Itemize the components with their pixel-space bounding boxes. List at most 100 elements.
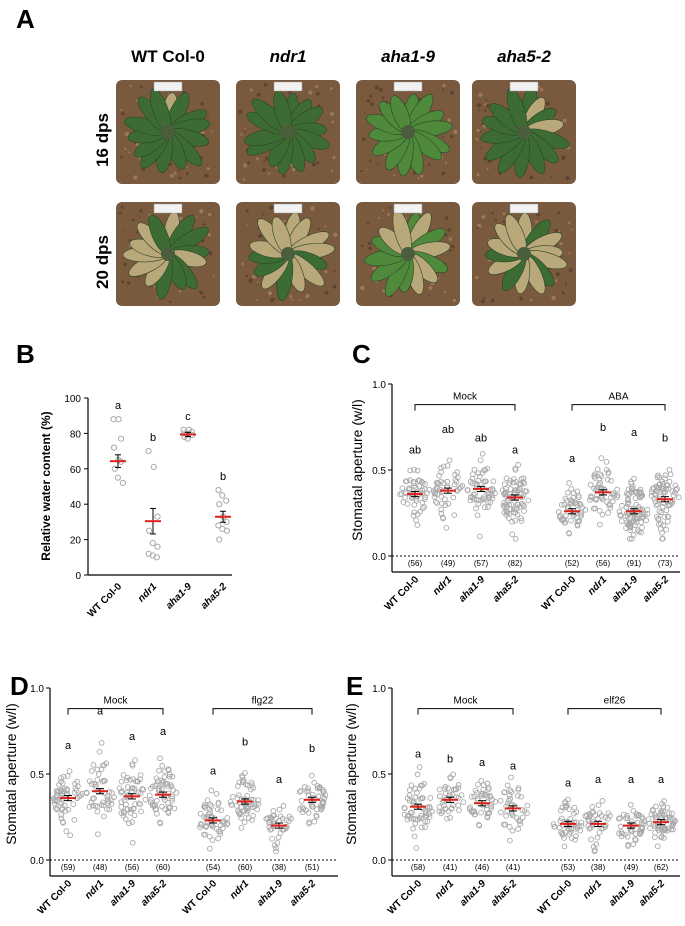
data-point bbox=[171, 805, 178, 812]
data-point bbox=[71, 817, 78, 823]
data-point bbox=[439, 500, 445, 507]
data-point bbox=[556, 824, 563, 831]
data-point bbox=[406, 485, 413, 492]
data-point bbox=[501, 789, 508, 796]
data-point bbox=[558, 502, 565, 508]
data-point bbox=[492, 490, 498, 497]
soil-grain bbox=[555, 272, 560, 277]
data-point bbox=[664, 814, 670, 821]
data-point bbox=[197, 824, 203, 831]
sample-size: (56) bbox=[596, 559, 611, 568]
x-tick-label: ndr1 bbox=[431, 574, 454, 597]
soil-grain bbox=[156, 296, 159, 299]
data-point bbox=[263, 815, 270, 822]
soil-grain bbox=[536, 212, 541, 217]
data-point bbox=[635, 812, 642, 818]
data-point bbox=[98, 739, 105, 746]
data-point bbox=[123, 801, 129, 808]
y-tick-label: 0 bbox=[75, 571, 81, 582]
data-point bbox=[320, 789, 327, 795]
soil-grain bbox=[333, 232, 338, 237]
data-point bbox=[590, 844, 597, 850]
soil-grain bbox=[502, 212, 506, 216]
significance-letter: b bbox=[662, 432, 668, 444]
data-point bbox=[410, 480, 417, 487]
soil-grain bbox=[449, 249, 452, 252]
significance-letter: b bbox=[600, 422, 606, 434]
soil-grain bbox=[491, 212, 494, 215]
data-point bbox=[503, 489, 509, 496]
data-point bbox=[54, 806, 60, 813]
data-point bbox=[467, 497, 474, 504]
significance-letter: b bbox=[309, 743, 315, 755]
data-point bbox=[591, 485, 597, 492]
plant-photo bbox=[472, 202, 576, 306]
data-point bbox=[571, 804, 578, 811]
soil-grain bbox=[494, 218, 497, 222]
data-point bbox=[91, 780, 98, 787]
sample-size: (49) bbox=[624, 863, 639, 872]
data-point bbox=[607, 504, 614, 511]
soil-grain bbox=[178, 176, 182, 180]
data-point bbox=[592, 496, 599, 503]
data-point bbox=[639, 524, 645, 531]
data-point bbox=[56, 800, 63, 806]
soil-grain bbox=[202, 223, 206, 226]
data-point bbox=[524, 810, 530, 817]
data-point bbox=[131, 812, 138, 819]
data-point bbox=[273, 845, 279, 851]
data-point bbox=[401, 811, 408, 818]
data-point bbox=[559, 830, 566, 837]
soil-grain bbox=[442, 83, 446, 88]
data-point bbox=[207, 801, 214, 808]
data-point bbox=[417, 795, 424, 802]
data-point bbox=[562, 513, 569, 519]
plant-photo bbox=[116, 202, 220, 306]
data-point bbox=[150, 463, 157, 471]
data-point bbox=[634, 489, 640, 495]
group-bracket bbox=[67, 708, 164, 715]
soil-grain bbox=[168, 300, 172, 304]
soil-grain bbox=[366, 222, 370, 225]
data-point bbox=[608, 477, 614, 484]
data-point bbox=[487, 794, 494, 800]
data-point bbox=[582, 813, 589, 819]
y-axis-label: Stomatal aperture (w/l) bbox=[349, 399, 365, 541]
data-point bbox=[617, 815, 623, 821]
data-point bbox=[239, 779, 246, 786]
data-point bbox=[139, 786, 146, 792]
data-point bbox=[52, 805, 59, 811]
y-axis-label: Stomatal aperture (w/l) bbox=[3, 703, 19, 845]
y-tick-label: 0.0 bbox=[30, 856, 44, 867]
data-point bbox=[86, 778, 93, 784]
y-tick-label: 1.0 bbox=[30, 684, 44, 695]
soil-grain bbox=[476, 226, 480, 229]
sample-size: (73) bbox=[658, 559, 673, 568]
data-point bbox=[664, 482, 671, 489]
data-point bbox=[132, 757, 138, 763]
sample-size: (53) bbox=[561, 863, 576, 872]
soil-grain bbox=[389, 206, 392, 209]
data-point bbox=[65, 806, 72, 813]
data-point bbox=[525, 497, 532, 504]
data-point bbox=[480, 479, 487, 485]
data-point bbox=[586, 825, 593, 832]
data-point bbox=[565, 489, 571, 496]
data-point bbox=[444, 815, 450, 822]
pot-tag bbox=[393, 203, 423, 214]
soil-grain bbox=[360, 169, 363, 173]
soil-grain bbox=[417, 177, 420, 180]
soil-grain bbox=[256, 157, 259, 161]
soil-grain bbox=[240, 133, 243, 136]
y-tick-label: 40 bbox=[70, 500, 82, 511]
sample-size: (60) bbox=[156, 863, 171, 872]
soil-grain bbox=[329, 87, 334, 91]
data-point bbox=[418, 782, 424, 789]
data-point bbox=[648, 493, 655, 499]
x-tick-label: aha5-2 bbox=[637, 878, 667, 908]
data-point bbox=[440, 463, 447, 470]
soil-grain bbox=[195, 215, 197, 217]
data-point bbox=[400, 499, 407, 505]
data-point bbox=[233, 802, 240, 809]
x-tick-label: ndr1 bbox=[136, 581, 159, 604]
